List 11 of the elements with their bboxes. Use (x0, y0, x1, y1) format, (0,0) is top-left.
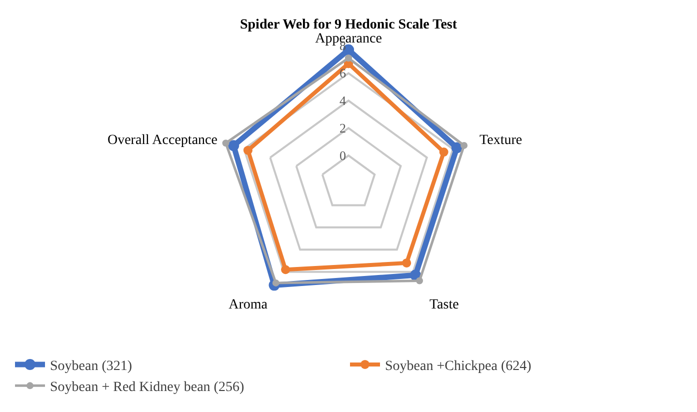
legend-label: Soybean +Chickpea (624) (385, 358, 532, 374)
spoke-label: Aroma (228, 298, 268, 313)
chart-title: Spider Web for 9 Hedonic Scale Test (240, 17, 458, 32)
spoke-label: Overall Acceptance (107, 133, 218, 148)
y-tick-label: 2 (340, 120, 346, 136)
legend-label: Soybean (321) (50, 358, 132, 374)
spoke-label: Taste (429, 298, 459, 313)
legend-label: Soybean + Red Kidney bean (256) (50, 380, 244, 396)
y-tick-label: 0 (340, 148, 346, 163)
spoke-label: Texture (480, 133, 522, 148)
y-tick-label: 4 (340, 92, 347, 108)
